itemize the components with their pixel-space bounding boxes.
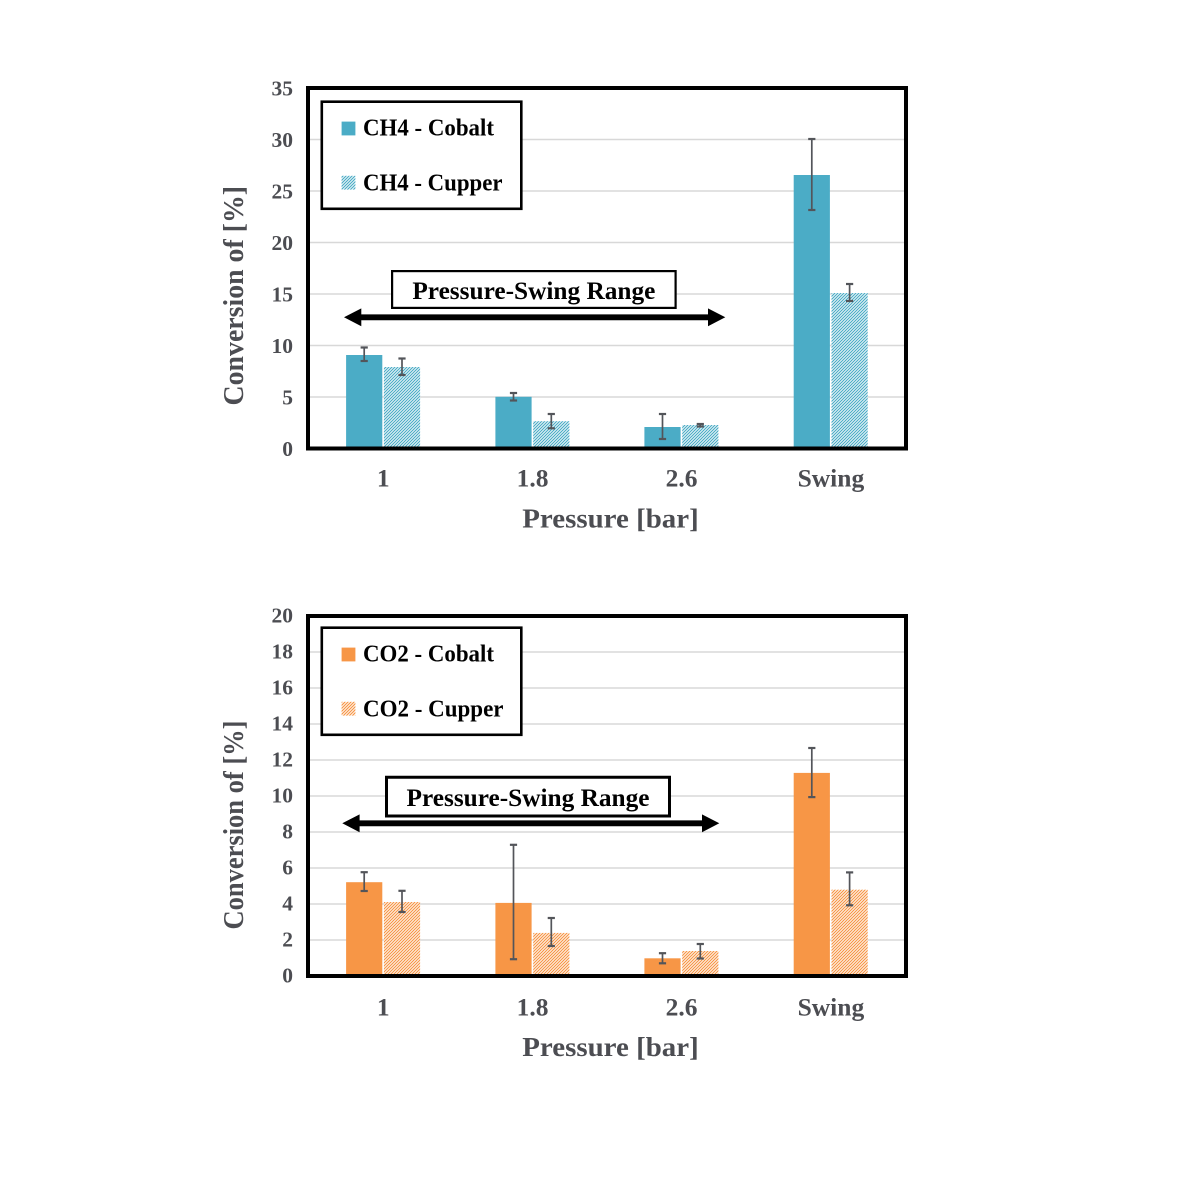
svg-text:20: 20: [272, 603, 294, 627]
svg-text:CH4 - Cobalt: CH4 - Cobalt: [363, 115, 494, 141]
svg-text:2.6: 2.6: [666, 992, 698, 1021]
svg-text:Swing: Swing: [798, 992, 865, 1021]
svg-text:10: 10: [272, 783, 294, 807]
svg-text:0: 0: [282, 437, 293, 461]
svg-text:CO2 - Cobalt: CO2 - Cobalt: [363, 641, 494, 667]
svg-text:25: 25: [272, 180, 294, 204]
svg-text:10: 10: [272, 334, 294, 358]
svg-text:8: 8: [282, 819, 293, 843]
svg-text:1: 1: [377, 992, 390, 1021]
svg-text:2.6: 2.6: [666, 463, 698, 492]
svg-text:Pressure [bar]: Pressure [bar]: [522, 502, 699, 533]
svg-text:30: 30: [272, 128, 294, 152]
svg-text:Conversion of [%]: Conversion of [%]: [219, 721, 250, 930]
svg-text:Pressure-Swing Range: Pressure-Swing Range: [407, 785, 650, 812]
svg-text:2: 2: [282, 927, 293, 951]
svg-text:Conversion of [%]: Conversion of [%]: [219, 186, 250, 406]
svg-text:Swing: Swing: [798, 463, 865, 492]
svg-text:16: 16: [272, 675, 294, 699]
svg-text:15: 15: [272, 283, 294, 307]
svg-text:18: 18: [272, 639, 294, 663]
svg-text:1.8: 1.8: [517, 992, 549, 1021]
svg-text:Pressure-Swing Range: Pressure-Swing Range: [412, 278, 655, 305]
svg-text:0: 0: [282, 963, 293, 987]
svg-text:6: 6: [282, 855, 293, 879]
svg-text:4: 4: [282, 891, 293, 915]
svg-text:35: 35: [272, 77, 294, 101]
svg-text:CH4 - Cupper: CH4 - Cupper: [363, 171, 503, 197]
svg-text:5: 5: [282, 386, 293, 410]
svg-text:1.8: 1.8: [517, 463, 549, 492]
svg-text:20: 20: [272, 231, 294, 255]
svg-text:12: 12: [272, 747, 294, 771]
svg-text:14: 14: [272, 711, 294, 735]
svg-text:CO2 - Cupper: CO2 - Cupper: [363, 697, 504, 723]
svg-text:1: 1: [377, 463, 390, 492]
svg-text:Pressure [bar]: Pressure [bar]: [522, 1031, 699, 1062]
